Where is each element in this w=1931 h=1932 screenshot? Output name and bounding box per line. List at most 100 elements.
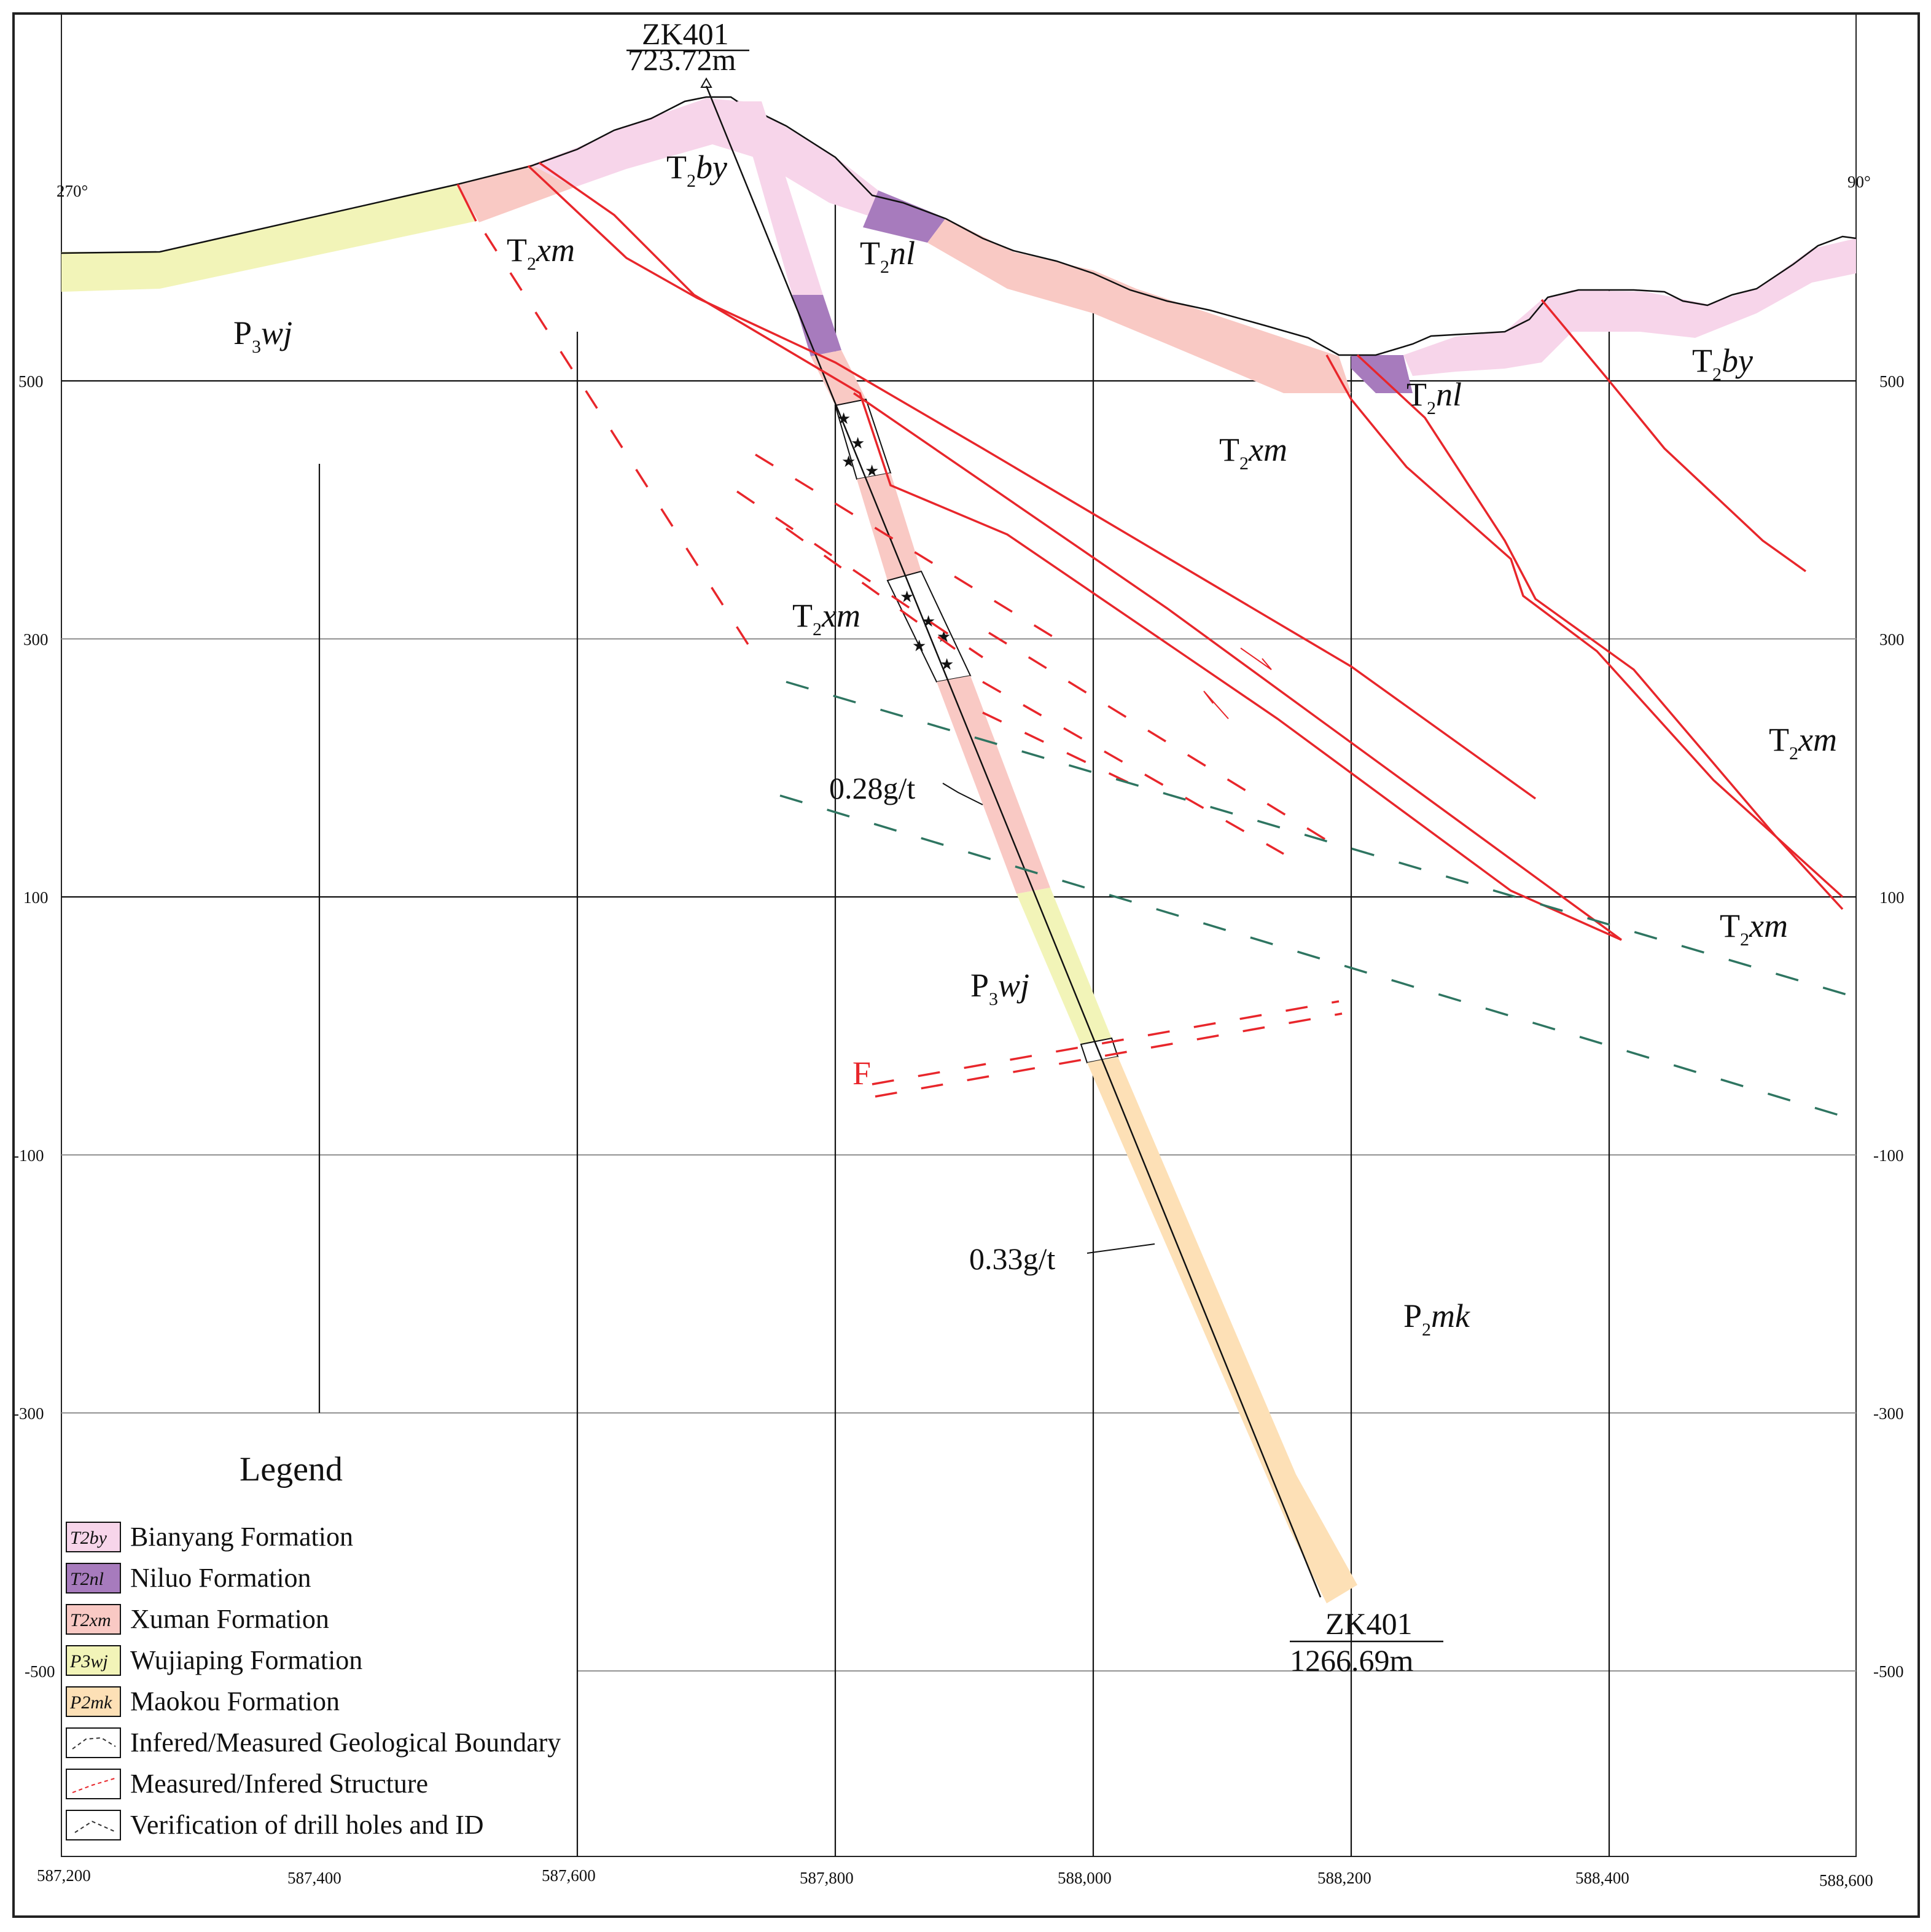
hole-seg-bianyang	[737, 101, 823, 295]
fault-f-line-1	[872, 1000, 1340, 1085]
geological-boundaries	[779, 681, 1849, 1119]
grade-label-033: 0.33g/t	[969, 1242, 1055, 1276]
mineralized-stars: ★ ★ ★ ★ ★ ★ ★ ★ ★	[837, 410, 954, 673]
measured-structures	[456, 162, 1844, 941]
x-tick: 588,000	[1058, 1869, 1112, 1887]
y-tick-right: 300	[1879, 630, 1905, 649]
x-tick: 587,800	[800, 1869, 854, 1887]
outcrop-strip	[61, 98, 1856, 393]
x-tick: 587,400	[287, 1869, 341, 1887]
fault-c-lower	[1356, 354, 1844, 910]
legend-swatch	[66, 1686, 121, 1717]
formation-label: T2by	[666, 149, 727, 191]
star: ★	[921, 612, 935, 630]
grade-label-028: 0.28g/t	[829, 771, 915, 805]
formation-label: T2xm	[1720, 907, 1788, 950]
x-tick: 588,200	[1317, 1869, 1371, 1887]
formation-label: T2xm	[1219, 431, 1287, 474]
legend-line-sample	[72, 1737, 116, 1750]
legend-swatch-code: T2nl	[70, 1569, 104, 1589]
legend-label: Verification of drill holes and ID	[130, 1810, 484, 1840]
y-tick-right: 500	[1879, 372, 1905, 391]
fault-f	[872, 1000, 1343, 1098]
legend-swatch	[66, 1769, 121, 1799]
formation-label: T2xm	[507, 232, 575, 274]
outcrop-bianyang-east	[1403, 238, 1856, 376]
drillhole-labels: ZK401 723.72m ZK401 1266.69m 0.28g/t 0.3…	[626, 17, 1443, 1678]
outcrop-niluo-central	[863, 190, 946, 243]
legend-swatch-code: T2by	[70, 1528, 107, 1548]
outcrop-niluo-east	[1351, 355, 1413, 393]
legend-swatch-code: P2mk	[69, 1692, 112, 1713]
fault-f-label: F	[852, 1055, 871, 1092]
topographic-surface	[61, 96, 1857, 356]
drillhole-zk401: ★ ★ ★ ★ ★ ★ ★ ★ ★	[700, 77, 1357, 1603]
legend-label: Niluo Formation	[130, 1563, 311, 1593]
fault-a-upper	[527, 165, 1537, 800]
shear-arrow-up	[1203, 690, 1229, 719]
inferred-fault-3	[736, 490, 983, 659]
legend-label: Infered/Measured Geological Boundary	[130, 1727, 561, 1758]
star: ★	[912, 637, 926, 655]
formation-label: T2nl	[860, 235, 915, 277]
outcrop-wujiaping	[61, 184, 476, 292]
formation-label: T2by	[1692, 342, 1753, 385]
legend-swatch	[66, 1810, 121, 1840]
inferred-fault-4	[785, 527, 959, 652]
y-tick-left: -500	[25, 1662, 55, 1681]
formation-labels: T2by T2xm T2nl P3wj T2by T2nl T2xm T2xm T2xm T2xm…	[233, 149, 1837, 1340]
legend-label: Maokou Formation	[130, 1686, 340, 1716]
fault-f-line-2	[875, 1012, 1343, 1098]
collar-triangle	[700, 77, 712, 88]
y-tick-left: -300	[14, 1404, 44, 1423]
shear-arrow-down	[1240, 647, 1272, 670]
fault-west	[456, 184, 477, 222]
y-tick-left: 500	[18, 372, 44, 391]
y-tick-right: -100	[1873, 1146, 1904, 1165]
star: ★	[851, 434, 865, 452]
y-tick-left: 300	[23, 630, 49, 649]
inferred-fault-2	[755, 453, 1057, 640]
hole-depth: 1266.69m	[1290, 1643, 1414, 1678]
legend-swatch	[66, 1563, 121, 1594]
hole-seg-niluo	[792, 295, 841, 356]
boundary-lower	[779, 794, 1849, 1119]
inferred-fault-1	[484, 233, 754, 652]
legend-label: Wujiaping Formation	[130, 1645, 362, 1675]
boundary-upper	[786, 681, 1849, 996]
hole-seg-xuman-2	[857, 473, 921, 581]
star: ★	[940, 655, 954, 673]
inferred-fault-5	[988, 632, 1340, 849]
y-tick-right: -500	[1873, 1662, 1904, 1681]
hole-seg-xuman-1	[811, 350, 866, 405]
y-tick-left: -100	[14, 1146, 44, 1165]
formation-label: P3wj	[233, 315, 292, 357]
grid	[61, 158, 1856, 1856]
inferred-fault-6	[982, 681, 1284, 855]
fault-c-upper	[1325, 354, 1844, 898]
x-tick: 587,600	[542, 1866, 596, 1885]
formation-label: T2xm	[792, 597, 860, 639]
fault-d	[1540, 299, 1807, 573]
formation-label: P2mk	[1403, 1297, 1470, 1340]
legend-label: Bianyang Formation	[130, 1522, 353, 1552]
legend-items: T2by Bianyang Formation T2nl Niluo Formatio…	[66, 1522, 561, 1840]
leader-028	[942, 783, 983, 805]
legend-swatch-code: P3wj	[69, 1651, 108, 1672]
hole-collar-elevation: 723.72m	[628, 42, 736, 77]
shear-arrows	[1203, 647, 1272, 719]
legend-swatch-code: T2xm	[70, 1610, 111, 1630]
legend-label: Xuman Formation	[130, 1604, 329, 1634]
plot-frame	[61, 13, 1857, 1857]
legend-swatch	[66, 1604, 121, 1635]
star: ★	[865, 462, 879, 480]
y-tick-right: 100	[1879, 888, 1905, 907]
star: ★	[837, 410, 851, 428]
legend-swatch	[66, 1727, 121, 1758]
axis-labels: 270° 90° 500 300 100 -100 -300 -500 500 …	[14, 173, 1905, 1890]
leader-033	[1086, 1243, 1155, 1254]
legend-swatch	[66, 1645, 121, 1676]
inferred-fault-7	[982, 711, 1137, 788]
